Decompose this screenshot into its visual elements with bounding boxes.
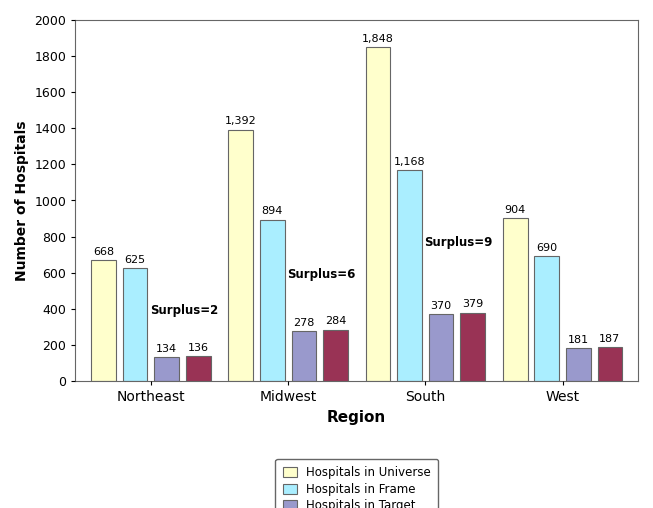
Text: 625: 625 — [125, 255, 146, 265]
Bar — [366, 47, 390, 381]
Bar — [323, 330, 348, 381]
Text: 379: 379 — [462, 299, 483, 309]
Bar — [503, 218, 528, 381]
Text: 690: 690 — [536, 243, 557, 253]
Text: 187: 187 — [599, 334, 620, 344]
Bar — [597, 347, 622, 381]
Bar — [260, 219, 285, 381]
Bar — [534, 257, 559, 381]
Bar — [429, 314, 453, 381]
Text: 134: 134 — [156, 343, 177, 354]
Bar — [291, 331, 316, 381]
Text: 894: 894 — [262, 206, 283, 216]
Text: 181: 181 — [567, 335, 589, 345]
Bar — [397, 170, 422, 381]
Bar — [91, 261, 116, 381]
Y-axis label: Number of Hospitals: Number of Hospitals — [15, 120, 29, 281]
Text: 668: 668 — [93, 247, 114, 257]
Text: 1,392: 1,392 — [225, 116, 257, 126]
Bar — [566, 348, 591, 381]
Text: 136: 136 — [188, 343, 209, 353]
Text: 278: 278 — [293, 318, 315, 328]
Bar — [186, 357, 211, 381]
Text: 1,848: 1,848 — [362, 34, 394, 44]
Legend: Hospitals in Universe, Hospitals in Frame, Hospitals in Target, Hospitals in Sam: Hospitals in Universe, Hospitals in Fram… — [276, 459, 438, 508]
Text: 284: 284 — [325, 316, 346, 327]
Text: 904: 904 — [505, 205, 526, 214]
Text: Surplus=9: Surplus=9 — [424, 236, 493, 249]
Bar — [460, 312, 485, 381]
Text: Surplus=6: Surplus=6 — [287, 268, 355, 281]
Bar — [229, 130, 253, 381]
Text: 1,168: 1,168 — [394, 157, 425, 167]
Text: 370: 370 — [430, 301, 452, 311]
Text: Surplus=2: Surplus=2 — [150, 304, 218, 317]
Bar — [123, 268, 148, 381]
Bar — [154, 357, 179, 381]
X-axis label: Region: Region — [327, 409, 387, 425]
